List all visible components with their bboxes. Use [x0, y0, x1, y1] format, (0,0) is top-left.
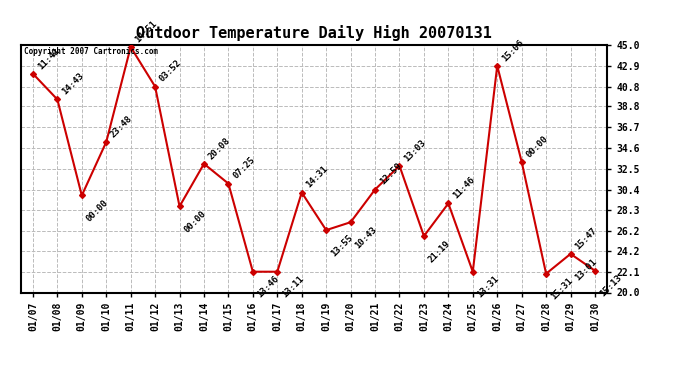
Text: 13:46: 13:46 — [255, 274, 281, 300]
Text: 00:00: 00:00 — [524, 134, 550, 159]
Text: 13:01: 13:01 — [573, 256, 599, 282]
Text: 11:46: 11:46 — [451, 175, 477, 201]
Text: 07:25: 07:25 — [231, 156, 257, 181]
Text: 03:52: 03:52 — [158, 58, 184, 84]
Text: 14:51: 14:51 — [133, 19, 159, 44]
Text: 21:19: 21:19 — [426, 239, 452, 264]
Text: 13:11: 13:11 — [280, 274, 306, 300]
Text: 15:06: 15:06 — [500, 38, 525, 63]
Text: 13:03: 13:03 — [402, 138, 428, 163]
Text: 11:41: 11:41 — [36, 46, 61, 71]
Text: 13:31: 13:31 — [475, 274, 501, 300]
Text: Copyright 2007 Cartronics.com: Copyright 2007 Cartronics.com — [23, 48, 158, 57]
Title: Outdoor Temperature Daily High 20070131: Outdoor Temperature Daily High 20070131 — [136, 25, 492, 41]
Text: 13:55: 13:55 — [329, 233, 354, 258]
Text: 10:43: 10:43 — [353, 225, 379, 251]
Text: 15:13: 15:13 — [598, 273, 623, 299]
Text: 20:08: 20:08 — [207, 136, 232, 161]
Text: 00:00: 00:00 — [182, 209, 208, 234]
Text: 00:00: 00:00 — [85, 198, 110, 223]
Text: 15:31: 15:31 — [549, 276, 574, 302]
Text: 15:47: 15:47 — [573, 226, 599, 251]
Text: 12:59: 12:59 — [378, 161, 403, 187]
Text: 14:43: 14:43 — [60, 71, 86, 97]
Text: 14:31: 14:31 — [304, 164, 330, 190]
Text: 23:48: 23:48 — [109, 114, 135, 139]
